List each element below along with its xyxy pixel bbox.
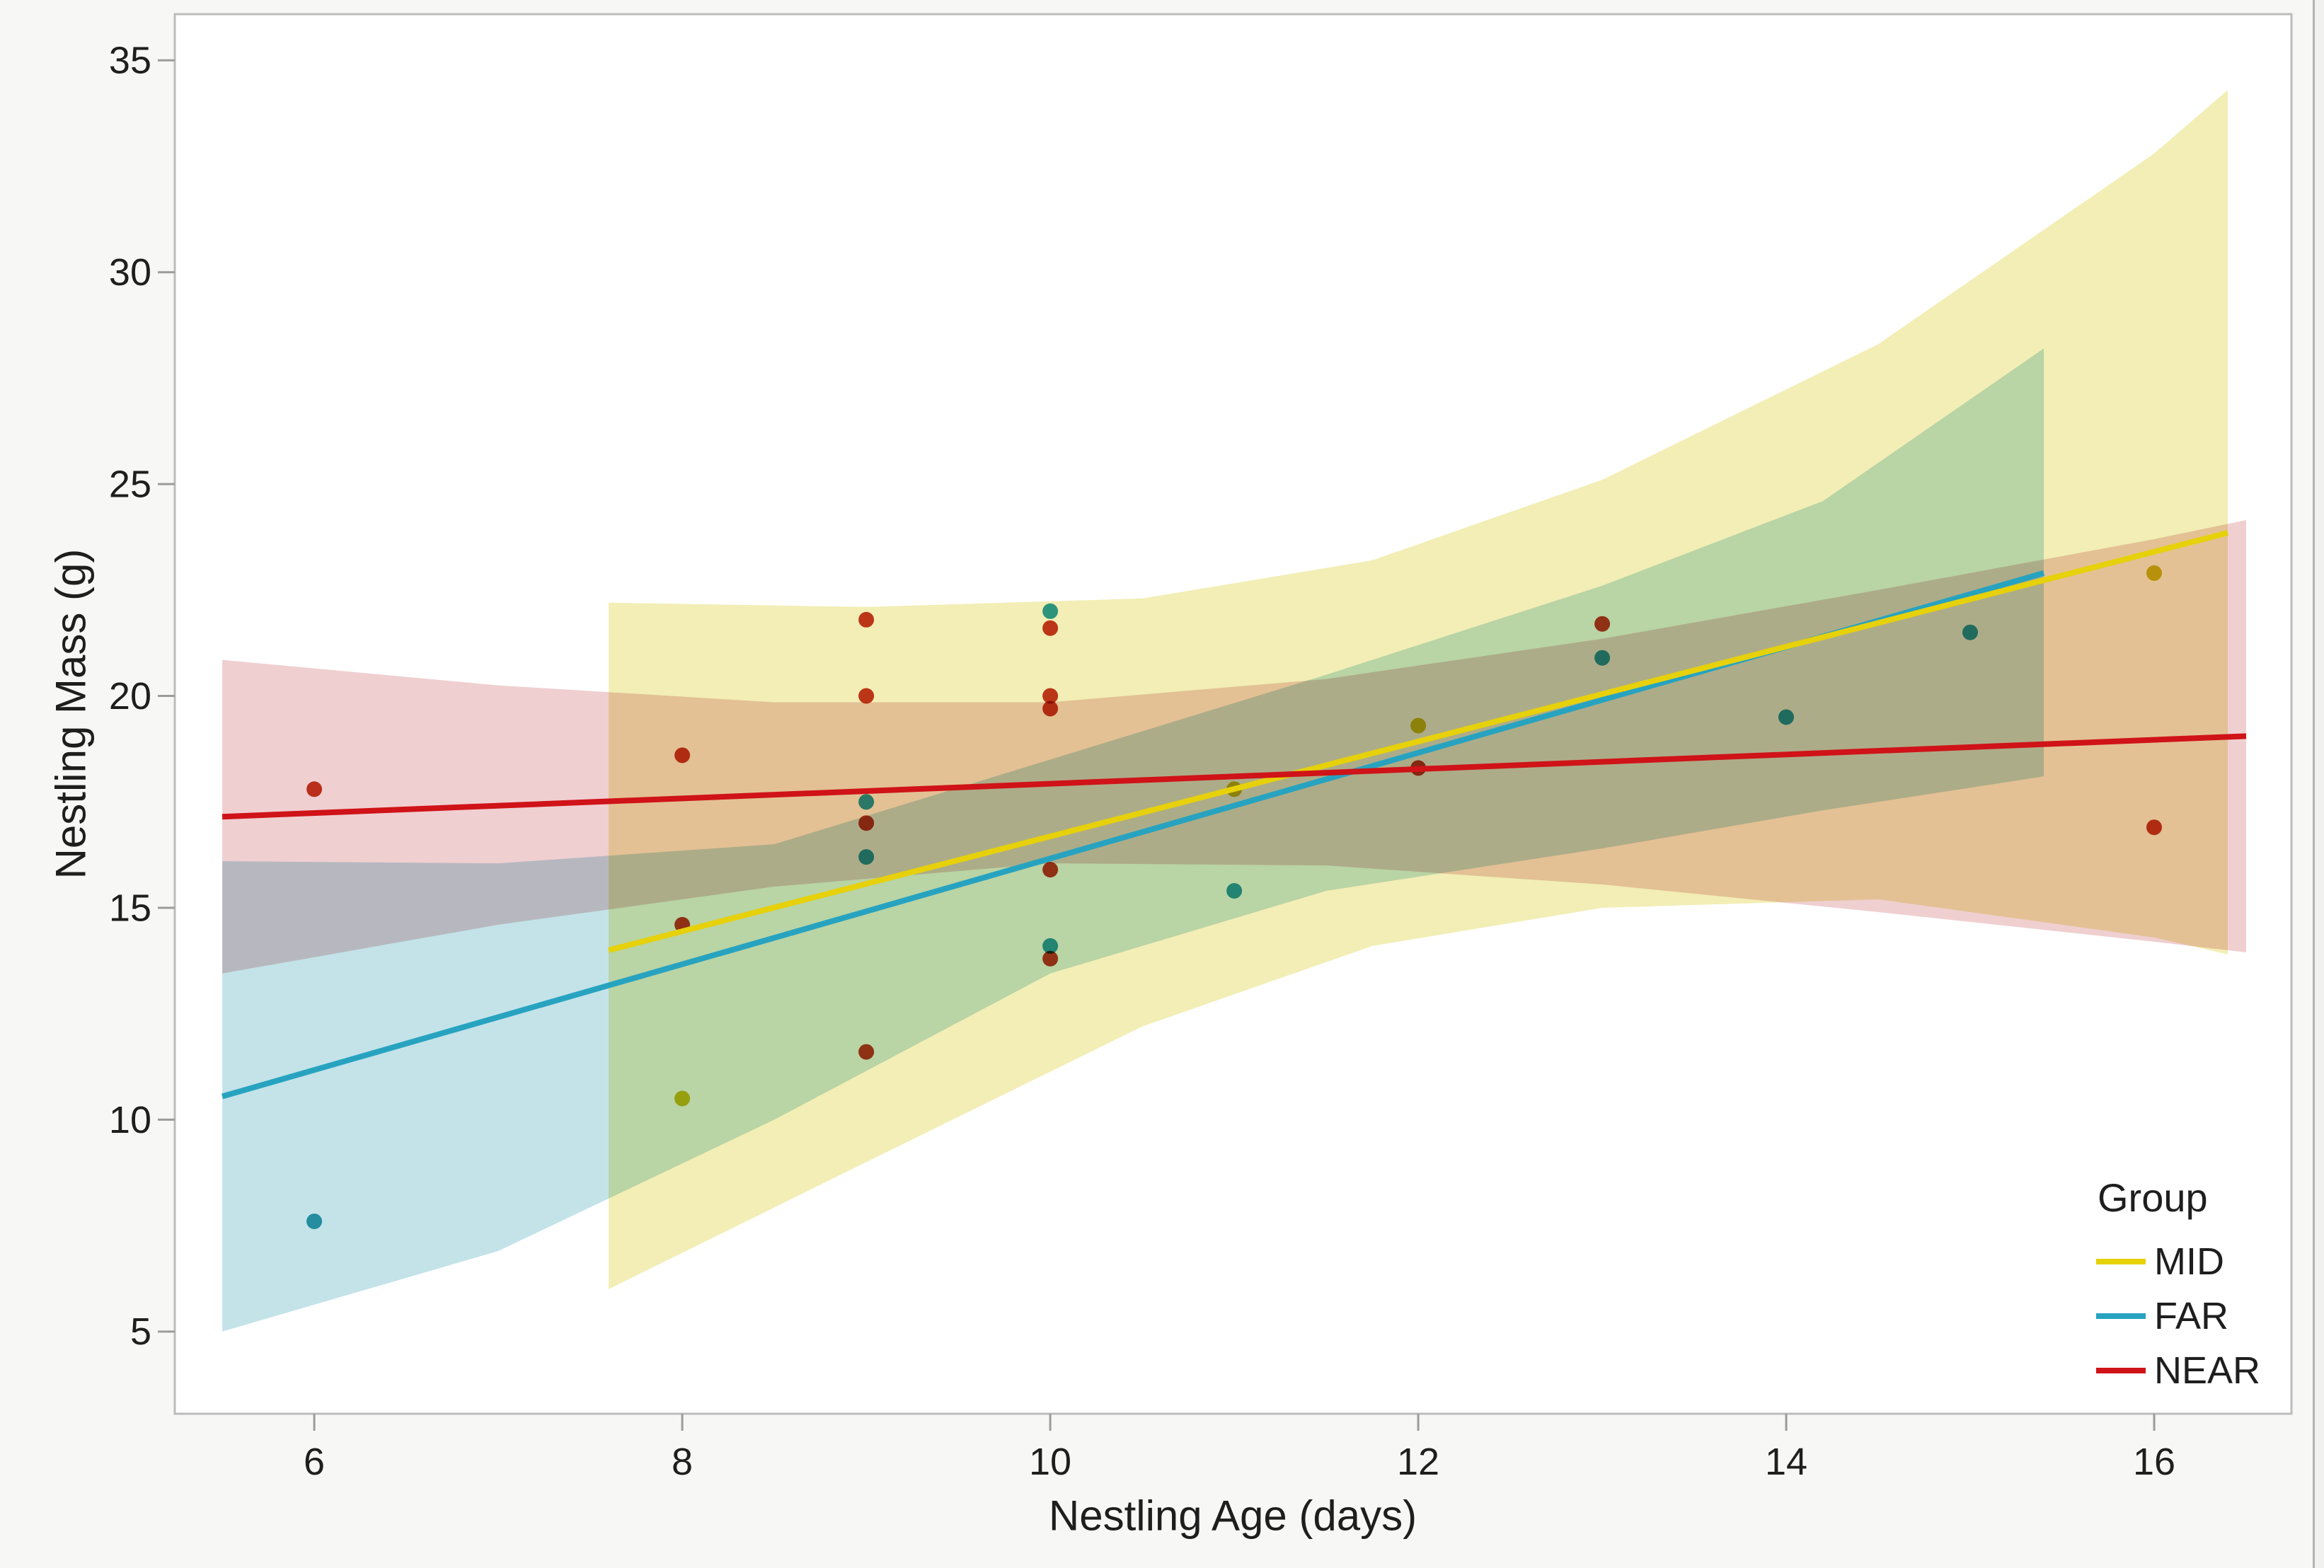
y-tick-label: 10 xyxy=(109,1099,151,1141)
plot-frame xyxy=(173,13,2293,1415)
data-point-near xyxy=(858,1044,875,1060)
x-axis-title: Nestling Age (days) xyxy=(1048,1492,1417,1540)
x-tick-label: 14 xyxy=(1765,1441,1807,1483)
data-point-near xyxy=(858,815,875,831)
legend-title: Group xyxy=(2098,1175,2208,1220)
data-point-near xyxy=(1042,688,1059,704)
fit-line-near xyxy=(222,733,2247,820)
y-tick-label: 20 xyxy=(109,675,151,717)
ci-band-mid xyxy=(609,90,2228,1289)
data-point-far xyxy=(1042,603,1059,619)
legend-item-near[interactable]: NEAR xyxy=(2096,1348,2260,1393)
x-tick-label: 16 xyxy=(2133,1441,2175,1483)
legend-item-label: NEAR xyxy=(2154,1349,2261,1392)
window-edge-strip xyxy=(2313,0,2324,1568)
data-point-near xyxy=(1042,620,1059,636)
x-tick-label: 8 xyxy=(672,1441,693,1483)
y-tick-label: 30 xyxy=(109,251,151,294)
data-point-far xyxy=(858,849,875,865)
data-point-mid xyxy=(674,1090,691,1107)
data-point-near xyxy=(1042,950,1059,967)
far-line-swatch-icon xyxy=(2096,1313,2146,1319)
y-tick-label: 35 xyxy=(109,40,151,82)
data-point-near xyxy=(858,611,875,628)
data-point-far xyxy=(306,1214,323,1230)
data-point-near xyxy=(858,688,875,704)
data-point-mid xyxy=(2146,565,2162,581)
y-tick-label: 5 xyxy=(130,1310,151,1353)
legend-item-mid[interactable]: MID xyxy=(2096,1239,2260,1284)
data-point-near xyxy=(1042,862,1059,878)
data-point-near xyxy=(674,747,691,763)
data-point-far xyxy=(858,794,875,810)
data-point-near xyxy=(2146,819,2162,836)
y-axis-title: Nestling Mass (g) xyxy=(47,548,95,880)
x-tick-label: 6 xyxy=(304,1441,325,1483)
legend-item-far[interactable]: FAR xyxy=(2096,1293,2260,1339)
mid-line-swatch-icon xyxy=(2096,1259,2146,1264)
near-line-swatch-icon xyxy=(2096,1368,2146,1373)
data-point-far xyxy=(1226,883,1243,899)
y-tick-label: 15 xyxy=(109,887,151,929)
legend-item-label: FAR xyxy=(2154,1295,2229,1337)
legend-item-label: MID xyxy=(2154,1240,2224,1283)
data-point-near xyxy=(306,781,323,797)
data-point-mid xyxy=(1410,717,1427,734)
data-point-far xyxy=(1962,624,1978,640)
x-tick-label: 10 xyxy=(1029,1441,1071,1483)
data-point-far xyxy=(1042,938,1059,954)
fit-line-mid xyxy=(608,530,2228,953)
legend: Group MID FAR NEAR xyxy=(2096,1175,2260,1402)
data-point-far xyxy=(1594,650,1611,666)
data-point-near xyxy=(1042,701,1059,717)
data-point-near xyxy=(1594,616,1611,632)
x-tick-label: 12 xyxy=(1397,1441,1439,1483)
data-point-far xyxy=(1778,709,1794,725)
y-tick-label: 25 xyxy=(109,463,151,505)
